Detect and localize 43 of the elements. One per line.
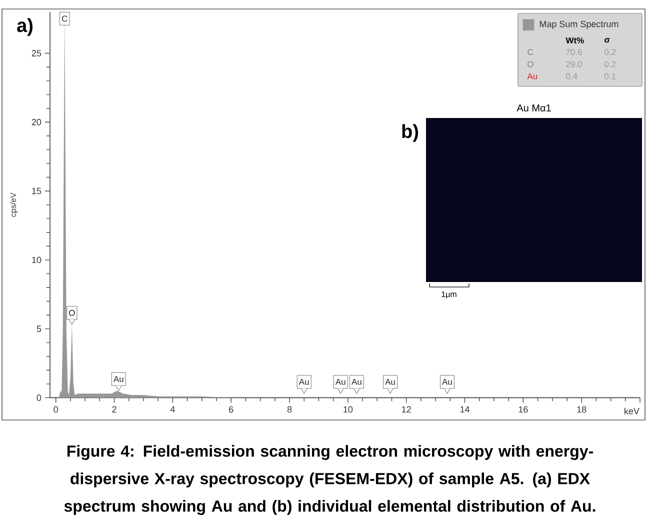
x-tick-label: 6 xyxy=(229,406,234,413)
x-tick-label: 2 xyxy=(112,406,116,413)
annotation: Au xyxy=(113,376,124,382)
x-tick-label: 0 xyxy=(54,406,58,413)
annotation: C xyxy=(62,16,68,22)
y-tick-label: 25 xyxy=(32,50,42,56)
y-tick-label: 0 xyxy=(36,394,42,401)
annotation: Au xyxy=(527,73,538,80)
annotation: b) xyxy=(402,124,418,142)
annotation: σ xyxy=(604,38,610,43)
legend-label: Map Sum Spectrum xyxy=(540,20,618,29)
annotation: 0.2 xyxy=(604,61,616,68)
x-tick-label: 14 xyxy=(460,406,470,412)
x-tick-label: 12 xyxy=(402,406,411,413)
y-tick-label: 20 xyxy=(32,118,42,126)
y-tick-label: 15 xyxy=(32,188,42,194)
x-tick-label: 4 xyxy=(170,406,175,412)
y-tick-label: 5 xyxy=(36,326,42,332)
annotation: Au xyxy=(385,378,395,385)
x-tick-label: 8 xyxy=(287,406,292,413)
x-axis-title: keV xyxy=(624,408,640,414)
annotation: Au xyxy=(352,378,362,385)
annotation: Au xyxy=(442,378,452,385)
annotation: 0.2 xyxy=(604,49,616,56)
annotation: 70.6 xyxy=(566,49,582,56)
annotation: Au xyxy=(298,378,309,385)
annotation: C xyxy=(528,49,534,56)
x-tick-label: 10 xyxy=(344,406,353,413)
x-tick-label: 18 xyxy=(577,406,586,413)
annotation: 0.4 xyxy=(566,73,578,80)
annotation: 0.1 xyxy=(604,73,616,80)
annotation: O xyxy=(528,61,534,68)
annotation: Au xyxy=(335,378,346,385)
annotation: Wt% xyxy=(566,37,584,44)
annotation: 29.0 xyxy=(566,61,582,68)
y-axis-title: cps/eV xyxy=(10,192,18,217)
text: a) xyxy=(17,18,32,36)
caption: Figure 4: Field-emission scanning electron microscopy with energy-dispersive X-ray spectroscopy (FESEM-EDX) of sample A5. (a) EDX spectrum showing Au and (b) individual elemental distribution of Au. xyxy=(64,445,596,515)
annotation: 1μm xyxy=(442,291,456,299)
annotation: Au Mα1 xyxy=(516,104,551,112)
annotation: O xyxy=(69,310,75,316)
y-tick-label: 10 xyxy=(32,256,42,264)
x-tick-label: 16 xyxy=(518,406,528,413)
